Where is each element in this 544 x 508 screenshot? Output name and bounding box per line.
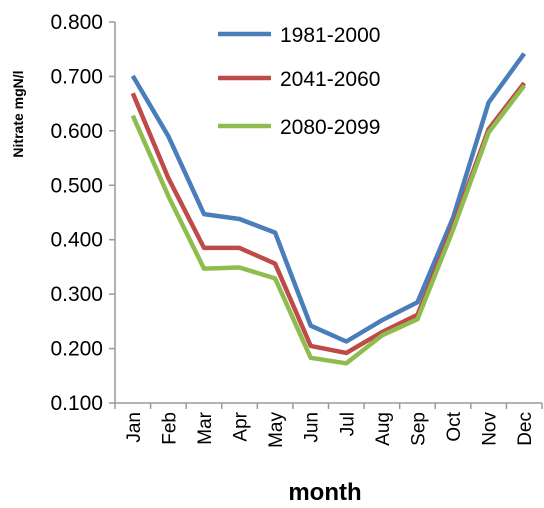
x-tick-label: Oct <box>444 411 465 441</box>
x-tick-label: Jul <box>337 412 358 436</box>
x-tick-label: Aug <box>373 412 394 446</box>
x-tick-label: Jan <box>124 412 145 443</box>
y-axis-ticks: 0.100 0.200 0.300 0.400 0.500 0.600 0.700 0.800 <box>50 11 115 415</box>
series-line-3 <box>130 84 526 366</box>
y-tick-label: 0.600 <box>50 120 103 143</box>
legend-label: 2080-2099 <box>280 116 380 139</box>
y-tick-label: 0.400 <box>50 229 103 252</box>
x-tick-label: May <box>266 412 287 448</box>
y-tick-label: 0.100 <box>50 392 103 415</box>
x-tick-label: Jun <box>302 412 323 443</box>
y-axis-label: Nitrate mgN/l <box>10 70 26 157</box>
y-tick-label: 0.500 <box>50 174 103 197</box>
series-lines <box>130 52 527 366</box>
series-line-1 <box>130 52 527 344</box>
y-tick-label: 0.700 <box>50 65 103 88</box>
legend-label: 1981-2000 <box>280 24 380 47</box>
x-tick-label: Mar <box>195 411 216 444</box>
x-tick-label: Dec <box>515 412 536 446</box>
x-axis-ticks: Jan Feb Mar Apr May Jun Jul Aug Sep Oct Nov Dec <box>114 403 543 448</box>
x-tick-label: Feb <box>159 412 180 445</box>
x-tick-label: Apr <box>231 411 252 441</box>
x-tick-label: Sep <box>408 412 429 446</box>
y-tick-label: 0.800 <box>50 11 103 34</box>
legend-label: 2041-2060 <box>280 68 380 91</box>
x-tick-label: Nov <box>480 412 501 446</box>
legend: 1981-2000 2041-2060 2080-2099 <box>218 24 380 139</box>
y-tick-label: 0.300 <box>50 283 103 306</box>
y-tick-label: 0.200 <box>50 338 103 361</box>
x-axis-label: month <box>288 479 361 506</box>
